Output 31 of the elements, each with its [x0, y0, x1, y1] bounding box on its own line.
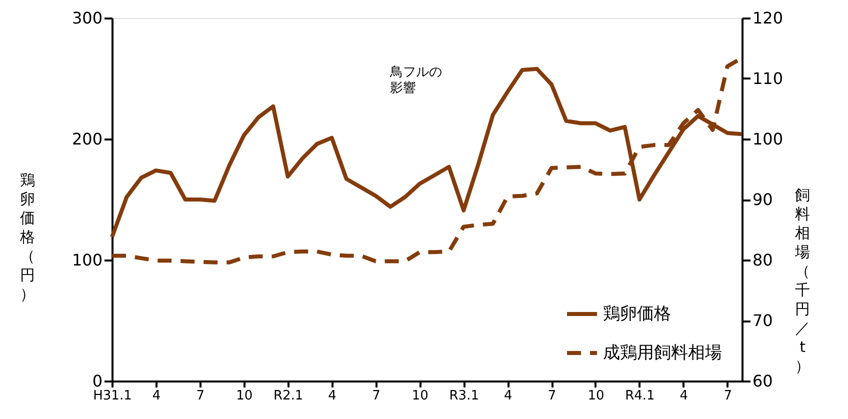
x-tick-label: R2.1: [273, 388, 304, 404]
x-tick-label: 7: [372, 388, 380, 404]
text: 飼料相場（千円／t）: [795, 186, 810, 375]
x-tick-label: 7: [196, 388, 205, 404]
y-tick-label: 100: [72, 250, 102, 270]
x-tick-label: 4: [328, 388, 336, 404]
x-tick-label: 7: [724, 388, 732, 404]
x-tick-label: 10: [588, 388, 604, 404]
y-axis-title: 鶏卵価格（円）: [19, 171, 35, 303]
y-tick-label: 200: [72, 130, 102, 148]
legend-label: 鶏卵価格: [603, 304, 671, 324]
y2-tick-label: 110: [752, 69, 784, 88]
x-tick-label: 4: [680, 388, 688, 404]
y-tick-label: 300: [72, 8, 102, 28]
legend-label: 成鶏用飼料相場: [603, 343, 722, 363]
y2-tick-label: 100: [752, 130, 784, 148]
y2-tick-label: 90: [752, 190, 773, 209]
y-tick-label: 0: [92, 372, 102, 390]
x-tick-label: H31.1: [93, 388, 132, 404]
x-tick-label: 7: [548, 388, 556, 404]
x-tick-label: 10: [412, 388, 428, 404]
annotation: 鳥フルの影響: [389, 65, 442, 96]
x-tick-label: R3.1: [449, 388, 479, 404]
x-tick-label: 4: [504, 388, 512, 404]
y2-tick-label: 60: [752, 372, 773, 390]
x-tick-label: 10: [236, 388, 253, 404]
y2-tick-label: 120: [752, 8, 784, 28]
x-tick-label: 4: [152, 388, 161, 404]
y2-tick-label: 70: [752, 311, 773, 330]
x-tick-label: R4.1: [625, 388, 655, 404]
y2-tick-label: 80: [752, 250, 773, 270]
